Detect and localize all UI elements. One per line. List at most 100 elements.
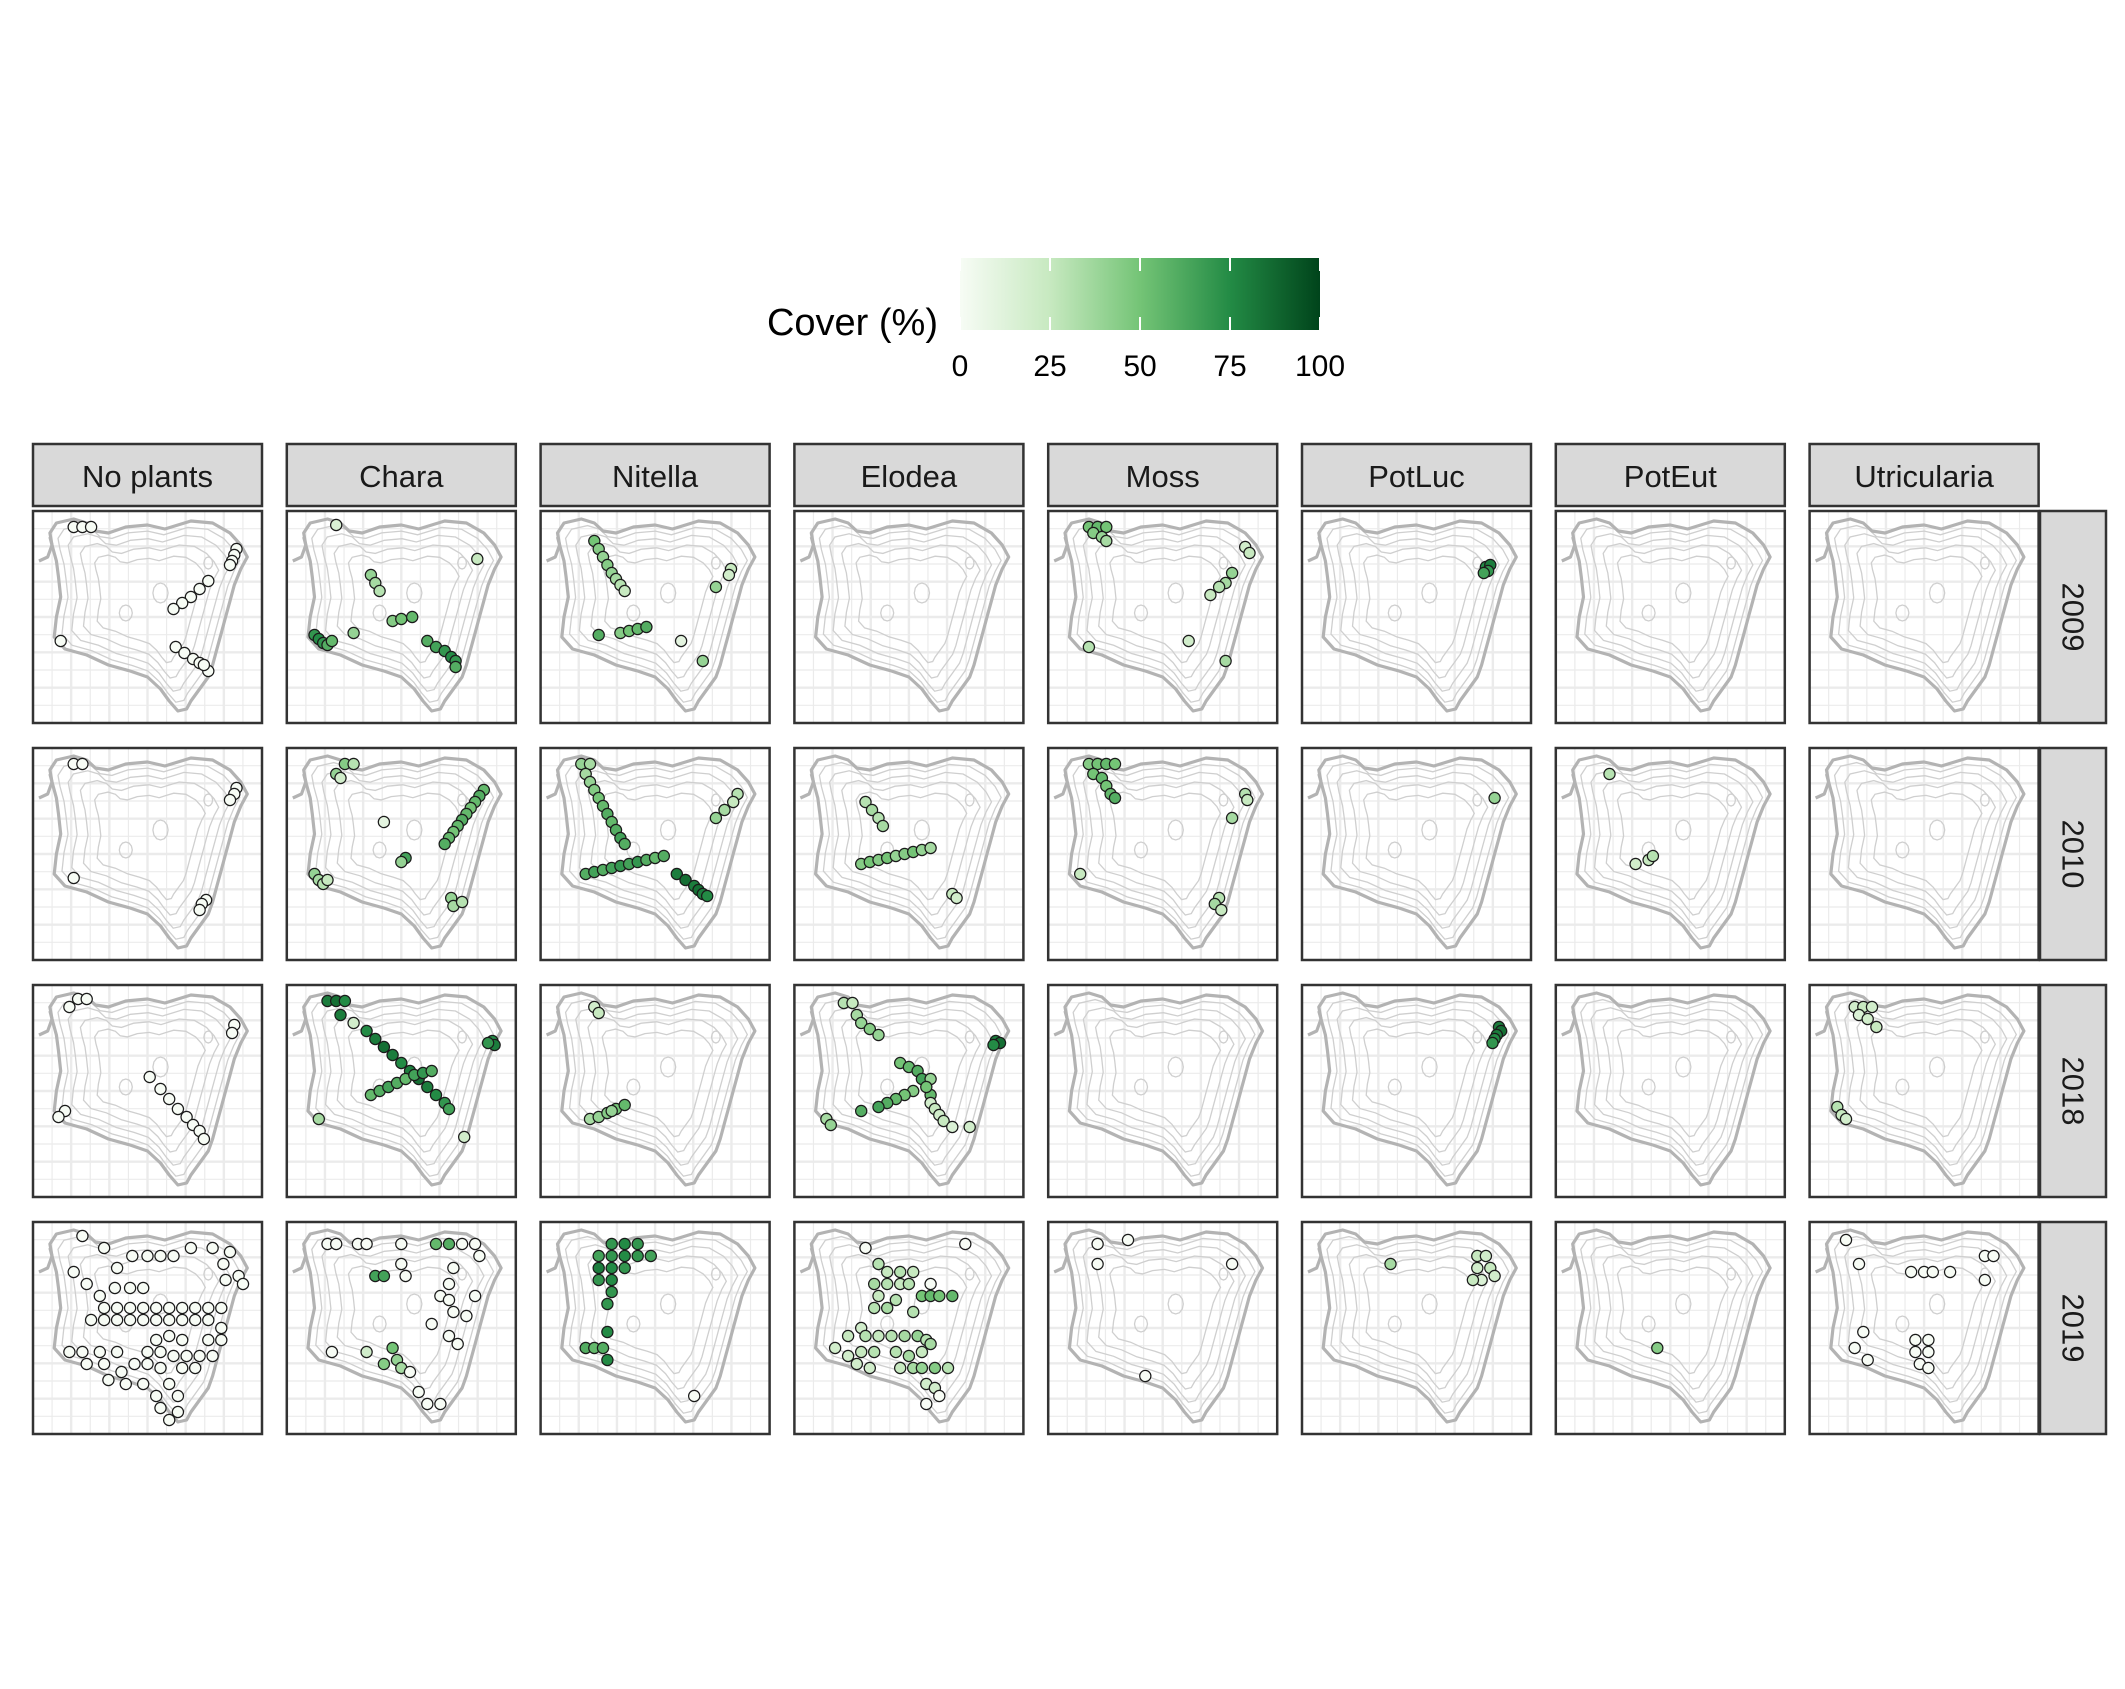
depth-contour (457, 556, 468, 570)
depth-contour (1602, 1253, 1743, 1390)
panel-border (31, 746, 264, 962)
survey-point (481, 1036, 495, 1050)
survey-point (601, 1325, 614, 1339)
survey-point (1108, 791, 1122, 805)
survey-point (915, 1345, 929, 1359)
survey-point (1108, 757, 1122, 771)
survey-point (1839, 1112, 1853, 1126)
depth-contour (818, 524, 1002, 703)
survey-point (902, 1349, 916, 1363)
lake-outline (809, 754, 1011, 950)
panel-border (285, 509, 518, 725)
survey-point (206, 1241, 219, 1255)
survey-point (1100, 534, 1113, 548)
survey-point (937, 1114, 950, 1128)
survey-point (180, 1110, 193, 1124)
depth-contour (118, 1078, 133, 1096)
survey-point (1922, 1345, 1935, 1359)
facet-panel (1300, 1220, 1533, 1436)
facet-panel (539, 509, 771, 725)
depth-contour (1133, 1078, 1149, 1096)
survey-point (162, 1377, 176, 1391)
panel-border (1046, 1220, 1279, 1436)
depth-contour (1387, 1315, 1402, 1333)
depth-contour (1856, 542, 1997, 679)
survey-point (128, 1357, 141, 1371)
facet-panel (31, 509, 264, 725)
lake-outline (1824, 754, 2026, 950)
survey-point (334, 1008, 347, 1022)
facet-panel (1300, 746, 1533, 962)
facet-panel (793, 1220, 1025, 1436)
legend-tick-label: 50 (1123, 350, 1156, 383)
survey-point (136, 1377, 150, 1391)
depth-contour (964, 556, 975, 570)
facet-panel (1808, 509, 2040, 725)
survey-point (1857, 1325, 1870, 1339)
depth-contour (1616, 554, 1729, 664)
survey-point (1479, 1249, 1493, 1263)
survey-point (1865, 1000, 1879, 1014)
depth-contour (1133, 604, 1149, 622)
lake-outline (302, 517, 503, 713)
column-strip-box (539, 442, 771, 508)
panel-border (1300, 1220, 1533, 1436)
depth-contour (203, 793, 214, 807)
column-strip-box (285, 442, 518, 508)
depth-contour (1348, 779, 1489, 916)
depth-contour (321, 770, 485, 929)
survey-point (855, 1345, 868, 1359)
survey-point (1909, 1345, 1922, 1359)
panel-border (1300, 746, 1533, 962)
survey-point (1987, 1249, 2000, 1263)
row-strip-box (2038, 1220, 2108, 1436)
lake-outline (1317, 754, 1518, 950)
column-strip-label: Utricularia (1854, 459, 1994, 494)
survey-point (175, 1301, 189, 1315)
facet-panel (285, 746, 518, 962)
depth-contour (1387, 841, 1402, 859)
depth-contour (1363, 791, 1476, 901)
panel-border (31, 509, 264, 725)
survey-point (76, 757, 89, 771)
panel-border (539, 509, 771, 725)
survey-point (141, 1249, 154, 1263)
facet-panel (1046, 983, 1279, 1199)
survey-point (605, 1273, 618, 1287)
survey-point (421, 1080, 434, 1094)
depth-contour (855, 554, 968, 664)
legend-ticks: 0 25 50 75 100 (952, 258, 1345, 383)
lake-inlet (38, 773, 54, 800)
depth-contour (1472, 1030, 1483, 1044)
survey-point (219, 1273, 232, 1287)
depth-contour (1844, 533, 2008, 692)
survey-point (167, 1349, 180, 1363)
lake-outline (302, 1228, 503, 1424)
survey-point (447, 1305, 460, 1319)
panel-border (1554, 746, 1787, 962)
panel-border (1808, 1220, 2040, 1436)
survey-point (406, 610, 419, 624)
survey-point (141, 1357, 154, 1371)
survey-point (215, 1321, 228, 1335)
column-strip: PotEut (1554, 442, 1787, 508)
survey-point (1225, 1257, 1239, 1271)
survey-point (175, 1361, 189, 1375)
depth-contour (1336, 1244, 1500, 1403)
survey-point (110, 1345, 124, 1359)
depth-contour (913, 819, 931, 841)
lake-outline (1317, 1228, 1518, 1424)
survey-point (429, 1088, 443, 1102)
depth-contour (818, 1235, 1002, 1414)
depth-contour (1616, 791, 1729, 901)
survey-point (1241, 793, 1254, 807)
depth-contour (1387, 604, 1402, 622)
lake-outline (555, 517, 757, 713)
survey-point (902, 1277, 916, 1291)
survey-point (184, 1241, 198, 1255)
column-strip-label: Nitella (612, 459, 699, 494)
survey-point (709, 580, 723, 594)
panel-grid (1048, 1222, 1278, 1434)
survey-point (197, 658, 211, 672)
survey-point (236, 1277, 250, 1291)
